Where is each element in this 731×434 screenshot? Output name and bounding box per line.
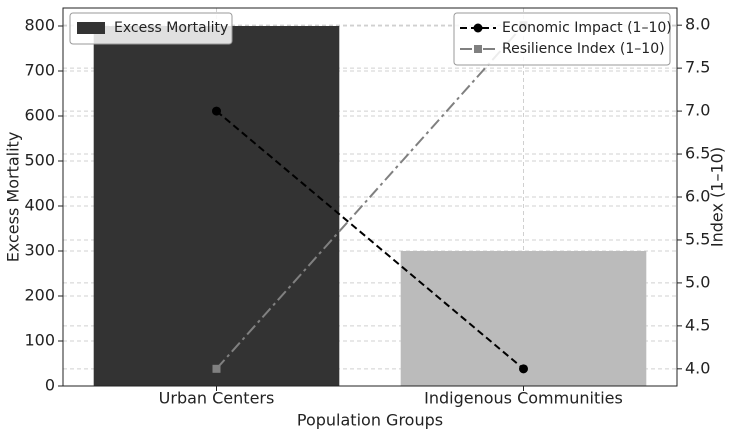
y2-tick-label: 6.5 xyxy=(685,144,710,163)
y-tick-label: 200 xyxy=(24,286,55,305)
marker xyxy=(212,364,221,373)
y-tick-label: 500 xyxy=(24,151,55,170)
plot-frame xyxy=(62,7,678,387)
legend-marker xyxy=(474,45,482,53)
y2-tick-label: 7.5 xyxy=(685,58,710,77)
legend: Excess Mortality xyxy=(69,12,233,45)
x-tick-label: Indigenous Communities xyxy=(424,389,623,408)
legend-marker xyxy=(473,23,483,33)
y2-tick-label: 4.0 xyxy=(685,358,710,377)
legend: Economic Impact (1–10) Resilience Index (… xyxy=(453,12,672,66)
marker xyxy=(212,106,221,116)
legend-label: Excess Mortality xyxy=(114,20,228,36)
y2-tick-label: 8.0 xyxy=(685,15,710,34)
marker xyxy=(519,364,528,374)
y-axis-label: Excess Mortality xyxy=(4,132,23,263)
y-tick-label: 400 xyxy=(24,196,55,215)
legend-swatch xyxy=(77,22,105,34)
legend-box xyxy=(69,12,233,45)
y2-tick-label: 6.0 xyxy=(685,187,710,206)
y2-tick-label: 4.5 xyxy=(685,315,710,334)
legend-label: Resilience Index (1–10) xyxy=(502,41,665,57)
y-tick-label: 0 xyxy=(45,376,55,395)
x-tick-label: Urban Centers xyxy=(159,389,275,408)
bar xyxy=(93,26,340,386)
y-tick-label: 600 xyxy=(24,106,55,125)
legend-label: Economic Impact (1–10) xyxy=(502,20,672,36)
y-tick-label: 700 xyxy=(24,61,55,80)
y2-tick-label: 5.0 xyxy=(685,272,710,291)
y-tick-label: 800 xyxy=(24,16,55,35)
y-tick-label: 300 xyxy=(24,241,55,260)
y2-axis-label: Index (1–10) xyxy=(708,147,727,247)
legend-box xyxy=(453,12,671,66)
y2-tick-label: 5.5 xyxy=(685,229,710,248)
x-axis-label: Population Groups xyxy=(297,411,443,430)
line xyxy=(215,110,525,370)
y2-tick-label: 7.0 xyxy=(685,101,710,120)
line xyxy=(215,24,525,370)
y-tick-label: 100 xyxy=(24,331,55,350)
bar xyxy=(400,251,647,386)
